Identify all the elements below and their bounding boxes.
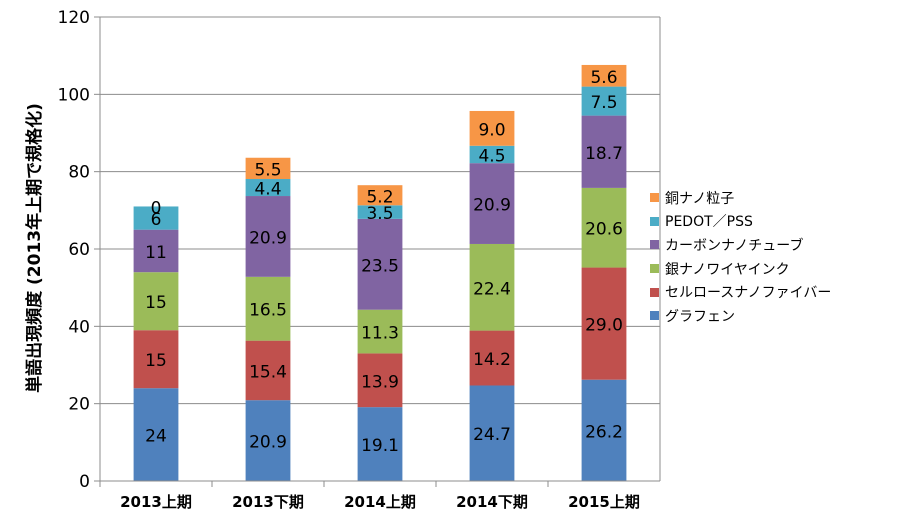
bar-segment [469,145,515,164]
legend: 銅ナノ粒子 PEDOT／PSS カーボンナノチューブ 銀ナノワイヤインクセルロースナノ… [650,186,831,328]
legend-label: PEDOT／PSS [665,214,753,231]
data-label: 20.9 [249,228,287,248]
bar-segment [245,400,291,481]
bar-segment [469,330,515,386]
bars [133,64,627,481]
y-tick-label: 60 [68,240,90,260]
bar-segment [581,267,627,380]
data-label: 22.4 [473,279,511,299]
y-axis-title: 単語出現頻度 (2013年上期で規格化) [24,103,45,393]
x-tick-label: 2015上期 [568,493,640,511]
x-tick-label: 2013上期 [120,493,192,511]
bar-segment [245,340,291,401]
data-label: 24.7 [473,425,511,445]
bar-segment [469,243,515,331]
data-label: 16.5 [249,301,287,321]
bar-segment [357,205,403,219]
bar-segment [357,353,403,408]
bar-segment [469,163,515,244]
legend-item: 銀ナノワイヤインク [650,257,831,281]
bar-segment [357,407,403,481]
bar-segment [133,330,179,389]
legend-item: グラフェン [650,304,831,328]
data-label: 26.2 [585,422,623,442]
y-tick-label: 0 [79,472,90,492]
data-label: 7.5 [590,93,617,113]
data-label: 13.9 [361,372,399,392]
bar-segment [581,187,627,268]
y-tick-label: 20 [68,395,90,415]
bar-segment [581,379,627,481]
legend-label: カーボンナノチューブ [665,237,804,254]
legend-swatch [650,311,659,321]
y-tick-label: 80 [68,163,90,183]
x-tick-label: 2014上期 [344,493,416,511]
legend-label: グラフェン [665,308,735,325]
bar-segment [245,179,291,197]
data-label: 11.3 [361,324,399,344]
data-label: 0 [151,198,162,218]
data-label: 5.2 [366,187,393,207]
data-label: 18.7 [585,144,623,164]
x-tick-label: 2013下期 [232,493,304,511]
legend-label: セルロースナノファイバー [665,285,832,302]
legend-label: 銅ナノ粒子 [665,190,735,207]
legend-label: 銀ナノワイヤインク [665,261,790,278]
legend-item: セルロースナノファイバー [650,280,831,304]
bar-segment [133,272,179,331]
data-label: 3.5 [366,204,393,224]
data-label: 29.0 [585,316,623,336]
legend-swatch [650,193,659,203]
bar-segment [469,110,515,146]
data-label: 4.4 [254,180,281,200]
x-tick-label: 2014下期 [456,493,528,511]
data-label: 6 [151,210,162,230]
bar-segment [133,206,179,230]
bar-segment [245,157,291,180]
y-tick-label: 100 [58,85,90,105]
legend-item: 銅ナノ粒子 [650,186,831,210]
bar-segment [357,185,403,206]
data-label: 15 [145,351,167,371]
data-label: 15.4 [249,362,287,382]
data-label: 5.6 [590,68,617,88]
y-tick-label: 40 [68,317,90,337]
legend-item: カーボンナノチューブ [650,233,831,257]
data-label: 20.9 [473,196,511,216]
data-label: 20.6 [585,220,623,240]
data-label: 5.5 [254,160,281,180]
bar-segment [469,385,515,481]
data-label: 23.5 [361,256,399,276]
bar-segment [245,276,291,341]
legend-swatch [650,216,659,226]
bar-segment [581,64,627,87]
data-label: 19.1 [361,436,399,456]
data-label: 14.2 [473,350,511,370]
bar-segment [357,218,403,310]
data-label: 24 [145,427,167,447]
legend-swatch [650,240,659,250]
legend-swatch [650,264,659,274]
bar-segment [581,86,627,116]
bar-segment [133,388,179,481]
legend-swatch [650,287,659,297]
bar-segment [357,309,403,354]
bar-segment [245,196,291,277]
data-label: 4.5 [478,146,505,166]
legend-item: PEDOT／PSS [650,210,831,234]
data-label: 20.9 [249,433,287,453]
data-labels: 24 15 15 11 60 20.9 15.4 16.5 20.9 4.45.5 19.1 13.9… [145,68,623,456]
y-tick-label: 120 [58,8,90,28]
bar-segment [581,115,627,188]
data-label: 15 [145,293,167,313]
data-label: 11 [145,243,167,263]
bar-segment [133,229,179,273]
data-label: 9.0 [478,120,505,140]
